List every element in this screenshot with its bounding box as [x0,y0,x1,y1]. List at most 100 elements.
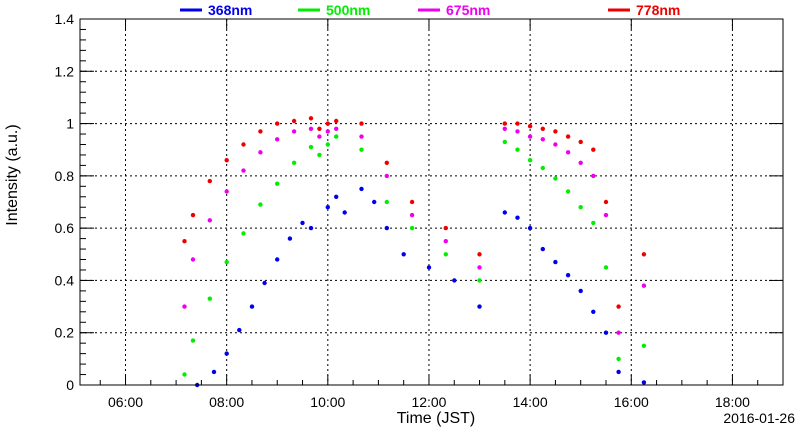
data-point [553,129,558,134]
data-point [553,142,558,147]
y-tick-label: 0.4 [55,272,75,288]
data-point [211,369,217,375]
y-tick-label: 0.2 [55,325,75,341]
data-point [249,304,255,309]
data-point [308,144,314,150]
legend-label: 675nm [446,2,490,18]
data-point [325,121,330,126]
y-tick-label: 1.4 [55,11,75,27]
ticks: 06:00 08:00 10:00 12:00 14:00 16:00 18:00 0 0.2 0… [55,11,784,410]
data-point [443,239,448,244]
data-point [553,176,558,181]
y-tick-label: 1.2 [55,63,75,79]
data-point [553,259,558,265]
data-point [409,199,415,205]
data-point [603,330,609,335]
data-point [616,369,621,375]
x-tick-label: 14:00 [513,394,548,410]
data-point [241,168,246,173]
data-point [224,189,229,194]
data-point [384,225,389,231]
data-point [409,225,415,231]
legend-label: 500nm [326,2,370,18]
data-point [578,205,583,210]
series-778nm [182,116,647,309]
x-tick-label: 10:00 [310,394,345,410]
data-point [182,239,187,244]
data-point [207,296,212,301]
data-point [591,309,596,314]
data-point [515,121,520,126]
series-layer [182,116,647,388]
data-point [308,126,314,131]
data-point [291,129,297,134]
data-point [591,173,596,179]
data-point [578,288,583,294]
data-point [591,147,596,152]
data-point [224,158,229,163]
data-point [384,199,389,205]
legend-label: 368nm [208,2,252,18]
y-tick-label: 0.6 [55,220,75,236]
data-point [527,124,533,129]
series-368nm [195,186,647,388]
data-point [527,134,533,139]
grid [80,19,783,385]
data-point [258,129,263,134]
data-point [224,259,229,265]
data-point [565,273,571,278]
data-point [565,134,571,139]
data-point [527,225,533,231]
data-point [182,304,187,309]
data-point [308,225,314,231]
legend-label: 778nm [636,2,680,18]
data-point [182,372,187,377]
data-point [515,147,520,152]
data-point [443,225,448,231]
data-point [578,160,583,165]
data-point [477,304,482,309]
y-tick-label: 0 [66,377,74,393]
x-tick-label: 06:00 [108,394,143,410]
x-tick-label: 12:00 [411,394,446,410]
data-point [275,181,280,186]
plot-frame [79,18,784,386]
data-point [291,160,297,165]
data-point [325,205,330,210]
data-point [317,152,322,158]
data-point [641,380,647,385]
data-point [502,139,507,145]
data-point [502,126,507,131]
data-point [502,121,507,126]
y-axis-title: Intensity (a.u.) [4,124,21,225]
data-point [325,129,330,134]
data-point [372,199,377,205]
data-point [359,134,364,139]
data-point [190,257,196,262]
data-point [591,220,596,226]
y-tick-label: 1 [66,116,74,132]
data-point [565,150,571,155]
data-point [262,280,267,286]
data-point [241,231,246,236]
date-label: 2016-01-26 [723,410,795,426]
data-point [527,158,533,163]
data-point [275,121,280,126]
y-tick-label: 0.8 [55,168,75,184]
data-point [384,173,389,179]
data-point [287,236,293,241]
data-point [540,137,545,142]
data-point [477,278,482,283]
data-point [540,246,545,252]
data-point [540,165,545,171]
data-point [359,186,364,192]
data-point [409,212,415,218]
data-point [275,257,280,262]
data-point [325,142,330,147]
data-point [291,118,297,124]
data-point [207,178,212,184]
data-point [641,343,647,348]
data-point [384,160,389,165]
data-point [540,126,545,131]
